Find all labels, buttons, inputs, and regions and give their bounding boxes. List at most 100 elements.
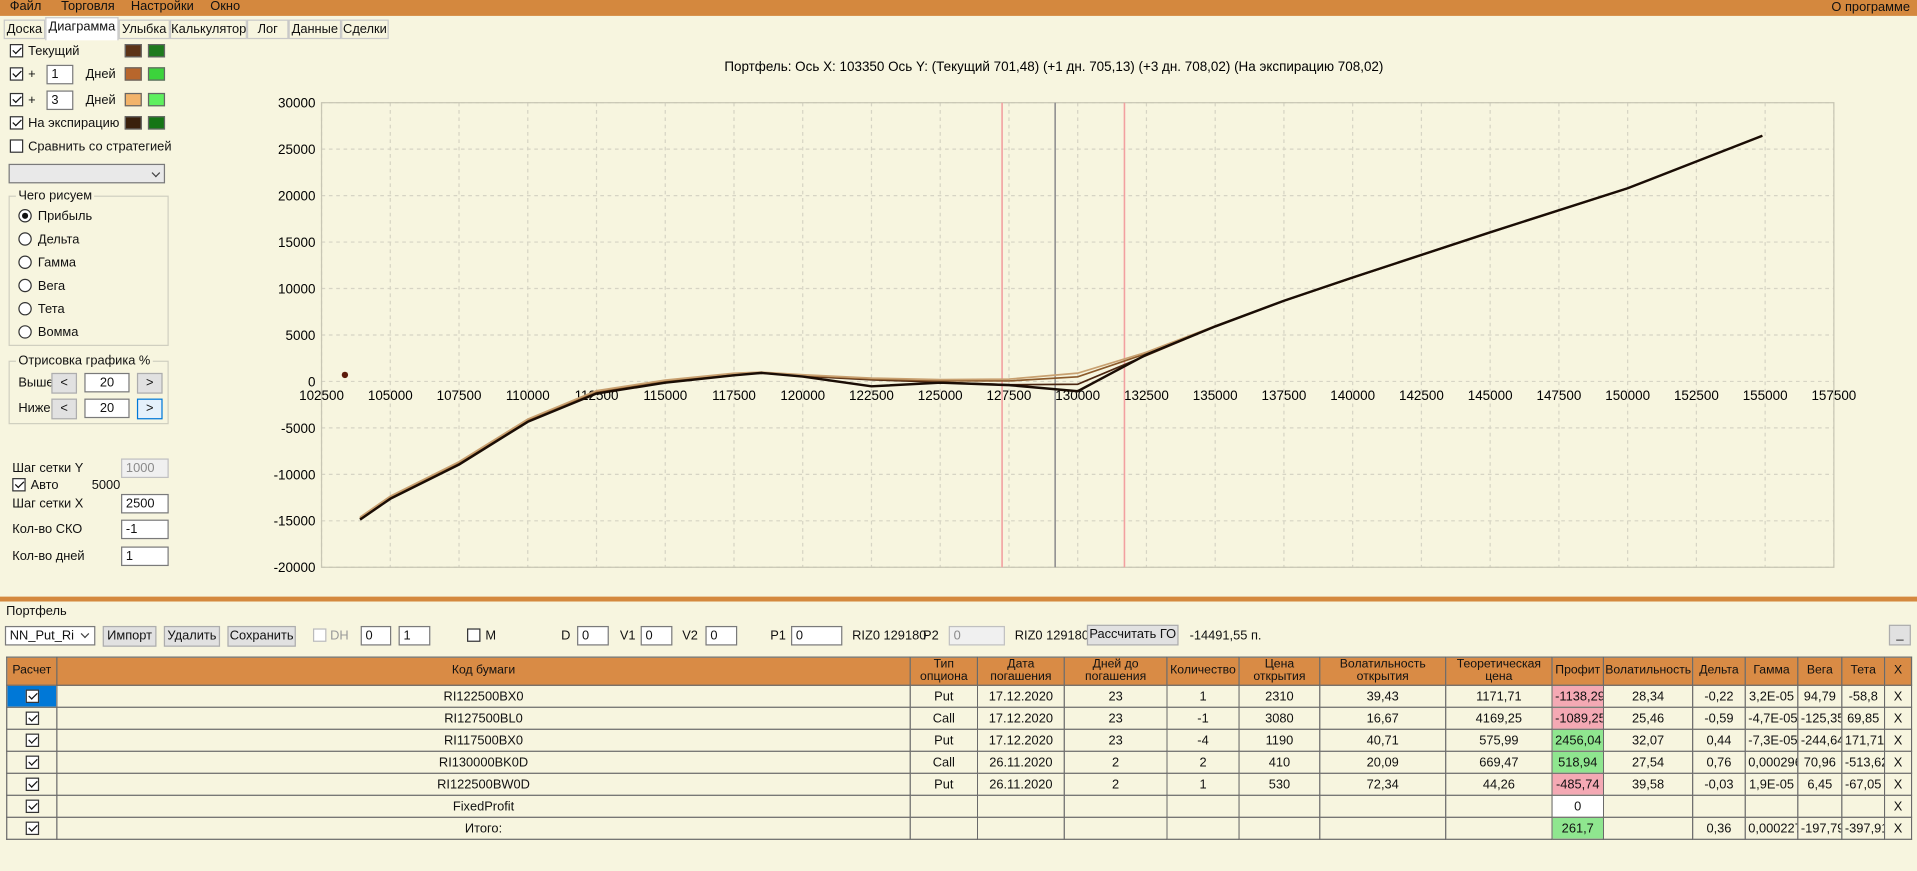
calc-cell[interactable] — [6, 750, 58, 774]
column-header[interactable]: Дата погашения — [976, 656, 1065, 686]
spin-input[interactable]: 0 — [360, 625, 392, 646]
radio[interactable] — [18, 255, 32, 269]
remove-cell[interactable]: X — [1883, 772, 1913, 796]
radio-label[interactable]: Вомма — [37, 325, 79, 340]
portfolio-combo[interactable]: NN_Put_Ri — [4, 625, 96, 646]
color-swatch[interactable] — [147, 44, 166, 58]
tab[interactable]: Калькулятор — [169, 19, 247, 40]
checkbox[interactable] — [25, 799, 40, 814]
column-header[interactable]: Вега — [1797, 656, 1843, 686]
column-header[interactable]: Гамма — [1744, 656, 1799, 686]
checkbox[interactable] — [25, 821, 40, 836]
prev-button[interactable]: < — [51, 372, 78, 394]
checkbox[interactable] — [9, 92, 24, 107]
radio[interactable] — [18, 325, 32, 339]
radio[interactable] — [18, 232, 32, 246]
color-swatch[interactable] — [147, 116, 166, 130]
column-header[interactable]: Волатильность — [1602, 656, 1694, 686]
checkbox[interactable] — [25, 777, 40, 792]
column-header[interactable]: Тета — [1841, 656, 1886, 686]
next-button[interactable]: > — [136, 372, 163, 394]
checkbox[interactable] — [9, 44, 24, 58]
remove-cell[interactable]: X — [1883, 706, 1913, 730]
checkbox[interactable] — [25, 733, 40, 747]
menu-item[interactable]: Файл — [9, 0, 42, 14]
menu-about[interactable]: О программе — [1831, 0, 1910, 15]
p1-input[interactable]: 0 — [791, 625, 843, 646]
radio-label[interactable]: Прибыль — [37, 209, 93, 224]
radio-label[interactable]: Тета — [37, 301, 65, 317]
calc-cell[interactable] — [6, 728, 58, 752]
calc-cell[interactable] — [6, 794, 58, 818]
checkbox[interactable] — [9, 116, 24, 130]
toolbar-button[interactable]: Импорт — [102, 625, 157, 647]
days-input[interactable]: 1 — [46, 64, 74, 85]
calc-cell[interactable] — [6, 684, 58, 708]
next-button[interactable]: > — [136, 398, 163, 420]
column-header[interactable]: Расчет — [6, 656, 58, 686]
days-count-input[interactable]: 1 — [121, 546, 169, 567]
minimize-button[interactable]: _ — [1888, 624, 1911, 646]
strategy-combo[interactable] — [8, 163, 166, 184]
column-header[interactable]: Профит — [1551, 656, 1605, 686]
column-header[interactable]: Дней до погашения — [1063, 656, 1168, 686]
checkbox[interactable] — [467, 628, 481, 642]
tab[interactable]: Лог — [246, 19, 289, 40]
spin-input[interactable]: 1 — [398, 625, 431, 646]
column-header[interactable]: X — [1883, 656, 1913, 686]
d-input[interactable]: 0 — [577, 625, 609, 646]
color-swatch[interactable] — [124, 92, 142, 107]
menu-item[interactable]: Настройки — [130, 0, 194, 14]
toolbar-button[interactable]: Сохранить — [227, 625, 296, 647]
remove-cell[interactable]: X — [1883, 794, 1913, 818]
radio-label[interactable]: Дельта — [37, 232, 80, 247]
toolbar-button[interactable]: Удалить — [163, 625, 221, 647]
radio[interactable] — [18, 278, 32, 293]
calc-cell[interactable] — [6, 706, 58, 730]
checkbox[interactable] — [312, 628, 327, 642]
tab[interactable]: Данные — [288, 19, 342, 40]
sko-input[interactable]: -1 — [121, 519, 169, 540]
tab[interactable]: Доска — [3, 19, 46, 40]
tab[interactable]: Сделки — [341, 19, 389, 40]
calc-cell[interactable] — [6, 772, 58, 796]
tab[interactable]: Диаграмма — [45, 17, 119, 41]
menu-item[interactable]: Окно — [210, 0, 241, 14]
radio-label[interactable]: Гамма — [37, 255, 77, 271]
column-header[interactable]: Количество — [1166, 656, 1240, 686]
checkbox[interactable] — [25, 711, 40, 725]
color-swatch[interactable] — [124, 44, 142, 58]
v1-input[interactable]: 0 — [640, 625, 673, 646]
checkbox[interactable] — [9, 139, 24, 153]
remove-cell[interactable]: X — [1883, 750, 1913, 774]
remove-cell[interactable]: X — [1883, 728, 1913, 752]
x-step-input[interactable]: 2500 — [121, 493, 169, 514]
column-header[interactable]: Цена открытия — [1238, 656, 1321, 686]
radio[interactable] — [18, 301, 32, 316]
v2-input[interactable]: 0 — [705, 625, 738, 646]
checkbox[interactable] — [12, 478, 26, 492]
column-header[interactable]: Теоретическая цена — [1445, 656, 1553, 686]
remove-cell[interactable]: X — [1883, 684, 1913, 708]
color-swatch[interactable] — [124, 116, 142, 130]
tab[interactable]: Улыбка — [118, 19, 170, 40]
days-input[interactable]: 3 — [46, 90, 74, 111]
menu-item[interactable]: Торговля — [61, 0, 115, 14]
prev-button[interactable]: < — [51, 398, 78, 420]
radio[interactable] — [18, 209, 32, 223]
column-header[interactable]: Тип опциона — [909, 656, 979, 686]
color-swatch[interactable] — [147, 92, 166, 107]
color-swatch[interactable] — [147, 67, 166, 81]
calc-cell[interactable] — [6, 816, 58, 840]
column-header[interactable]: Дельта — [1692, 656, 1746, 686]
radio-label[interactable]: Вега — [37, 278, 66, 294]
column-header[interactable]: Код бумаги — [56, 656, 911, 686]
checkbox[interactable] — [25, 689, 40, 703]
calc-button[interactable]: Рассчитать ГО — [1086, 624, 1179, 646]
column-header[interactable]: Волатильность открытия — [1319, 656, 1447, 686]
color-swatch[interactable] — [124, 67, 142, 81]
range-input[interactable]: 20 — [84, 372, 130, 393]
range-input[interactable]: 20 — [84, 398, 130, 419]
remove-cell[interactable]: X — [1883, 816, 1913, 840]
checkbox[interactable] — [9, 67, 24, 81]
